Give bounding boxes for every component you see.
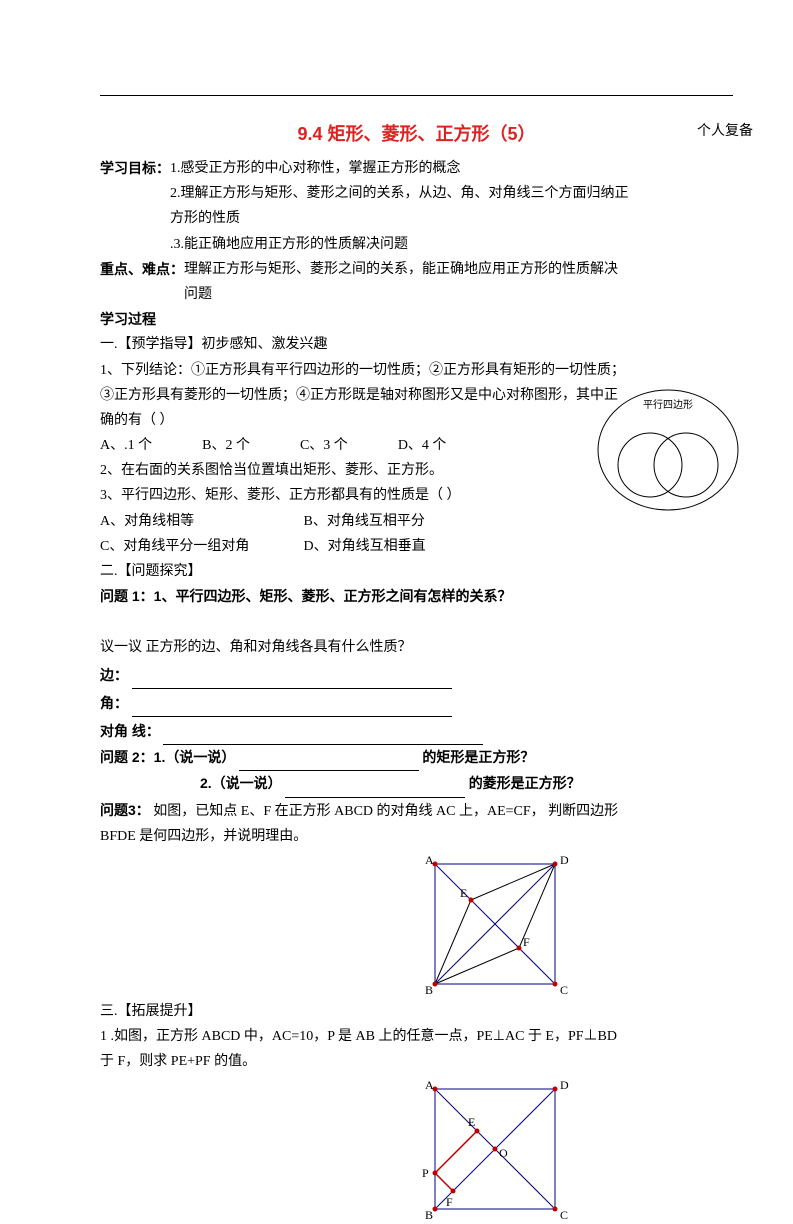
objectives-block: 学习目标： 1.感受正方形的中心对称性，掌握正方形的概念 2.理解正方形与矩形、… [100,156,630,257]
p3-label: 问题3： [100,802,150,818]
edge-line: 边： [100,663,630,689]
venn-diagram: 平行四边形 [593,380,743,525]
objective-item: 1.感受正方形的中心对称性，掌握正方形的概念 [170,156,630,181]
p2b-prefix: 2.（说一说） [200,775,282,791]
section-3-head: 三.【拓展提升】 [100,999,630,1024]
diag-label: 对角 线： [100,723,160,739]
keypoints-block: 重点、难点： 理解正方形与矩形、菱形之间的关系，能正确地应用正方形的性质解决问题 [100,257,630,307]
top-rule [100,95,733,96]
section-1-head: 一.【预学指导】初步感知、激发兴趣 [100,332,630,357]
problem2a: 问题 2：1.（说一说） 的矩形是正方形？ [100,745,630,771]
opt-a: A、对角线相等 [100,509,300,534]
label-B: B [425,983,433,997]
process-label: 学习过程 [100,307,630,332]
opt-a: A、.1 个 [100,433,152,458]
edge-label: 边： [100,667,128,683]
opt-b: B、2 个 [202,433,250,458]
objective-item: .3.能正确地应用正方形的性质解决问题 [170,232,630,257]
label-A: A [425,1078,434,1092]
p2a-blank[interactable] [239,754,419,772]
label-F: F [446,1195,453,1209]
opt-c: C、3 个 [300,433,348,458]
p2a-suffix: 的矩形是正方形？ [422,749,534,765]
angle-blank[interactable] [132,699,452,717]
q3-options-row1: A、对角线相等 B、对角线互相平分 [100,509,630,534]
objective-item: 2.理解正方形与矩形、菱形之间的关系，从边、角、对角线三个方面归纳正方形的性质 [170,181,630,231]
figure2-wrap: A D B C O P E F [100,1074,630,1224]
label-B: B [425,1208,433,1222]
label-D: D [560,1078,569,1092]
section-2-head: 二.【问题探究】 [100,559,630,584]
problem1: 问题 1：1、平行四边形、矩形、菱形、正方形之间有怎样的关系？ [100,584,630,610]
diag-blank[interactable] [163,727,483,745]
ext-q1: 1 .如图，正方形 ABCD 中，AC=10，P 是 AB 上的任意一点，PE⊥… [100,1024,630,1074]
objectives-label: 学习目标： [100,156,170,257]
label-C: C [560,983,568,997]
venn-outer-label: 平行四边形 [643,398,693,411]
angle-line: 角： [100,691,630,717]
q2-text: 2、在右面的关系图恰当位置填出矩形、菱形、正方形。 [100,458,630,483]
q3-text: 3、平行四边形、矩形、菱形、正方形都具有的性质是（ ） [100,483,630,508]
diag-line: 对角 线： [100,719,630,745]
opt-c: C、对角线平分一组对角 [100,534,300,559]
angle-label: 角： [100,695,128,711]
side-note: 个人复备 [697,120,753,140]
keypoints-text: 理解正方形与矩形、菱形之间的关系，能正确地应用正方形的性质解决问题 [184,257,630,307]
p2b-suffix: 的菱形是正方形？ [469,775,581,791]
figure2-svg: A D B C O P E F [410,1074,590,1224]
q1-text: 1、下列结论：①正方形具有平行四边形的一切性质；②正方形具有矩形的一切性质；③正… [100,358,630,434]
q1-options: A、.1 个 B、2 个 C、3 个 D、4 个 [100,433,630,458]
label-F: F [523,935,530,949]
figure1-svg: A D B C E F [410,849,590,999]
discuss-text: 议一议 正方形的边、角和对角线各具有什么性质？ [100,635,630,660]
label-D: D [560,853,569,867]
keypoints-label: 重点、难点： [100,257,184,307]
p1-text: 问题 1：1、平行四边形、矩形、菱形、正方形之间有怎样的关系？ [100,588,511,604]
label-O: O [499,1146,508,1160]
problem3: 问题3： 如图，已知点 E、F 在正方形 ABCD 的对角线 AC 上，AE=C… [100,798,630,849]
content-body: 学习目标： 1.感受正方形的中心对称性，掌握正方形的概念 2.理解正方形与矩形、… [100,156,630,1224]
label-P: P [422,1166,429,1180]
problem2b: 2.（说一说） 的菱形是正方形？ [100,771,630,797]
page: 个人复备 9.4 矩形、菱形、正方形（5） 学习目标： 1.感受正方形的中心对称… [0,0,793,1122]
opt-b: B、对角线互相平分 [304,514,425,529]
label-A: A [425,853,434,867]
label-E: E [468,1115,475,1129]
objectives-items: 1.感受正方形的中心对称性，掌握正方形的概念 2.理解正方形与矩形、菱形之间的关… [170,156,630,257]
p2a-prefix: 问题 2：1.（说一说） [100,749,235,765]
page-title: 9.4 矩形、菱形、正方形（5） [100,120,733,146]
label-E: E [460,886,467,900]
p2b-blank[interactable] [285,780,465,798]
figure1-wrap: A D B C E F [100,849,630,999]
opt-d: D、对角线互相垂直 [304,539,426,554]
q3-options-row2: C、对角线平分一组对角 D、对角线互相垂直 [100,534,630,559]
p3-text: 如图，已知点 E、F 在正方形 ABCD 的对角线 AC 上，AE=CF， 判断… [100,804,618,844]
label-C: C [560,1208,568,1222]
opt-d: D、4 个 [398,433,447,458]
edge-blank[interactable] [132,671,452,689]
